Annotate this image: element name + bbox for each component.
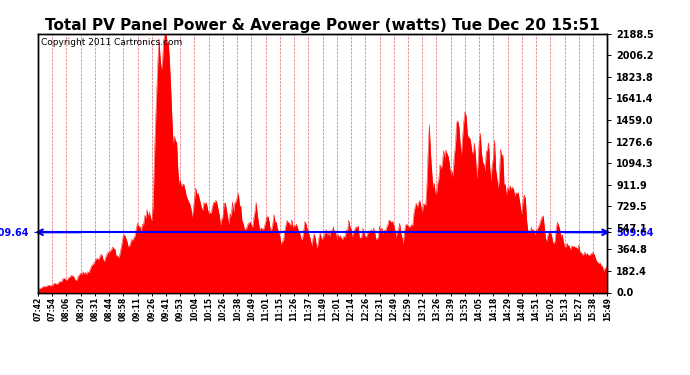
Text: Copyright 2011 Cartronics.com: Copyright 2011 Cartronics.com — [41, 38, 182, 46]
Title: Total PV Panel Power & Average Power (watts) Tue Dec 20 15:51: Total PV Panel Power & Average Power (wa… — [46, 18, 600, 33]
